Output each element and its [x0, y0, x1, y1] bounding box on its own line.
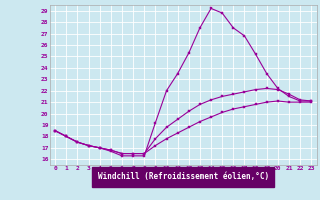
X-axis label: Windchill (Refroidissement éolien,°C): Windchill (Refroidissement éolien,°C): [98, 172, 269, 182]
